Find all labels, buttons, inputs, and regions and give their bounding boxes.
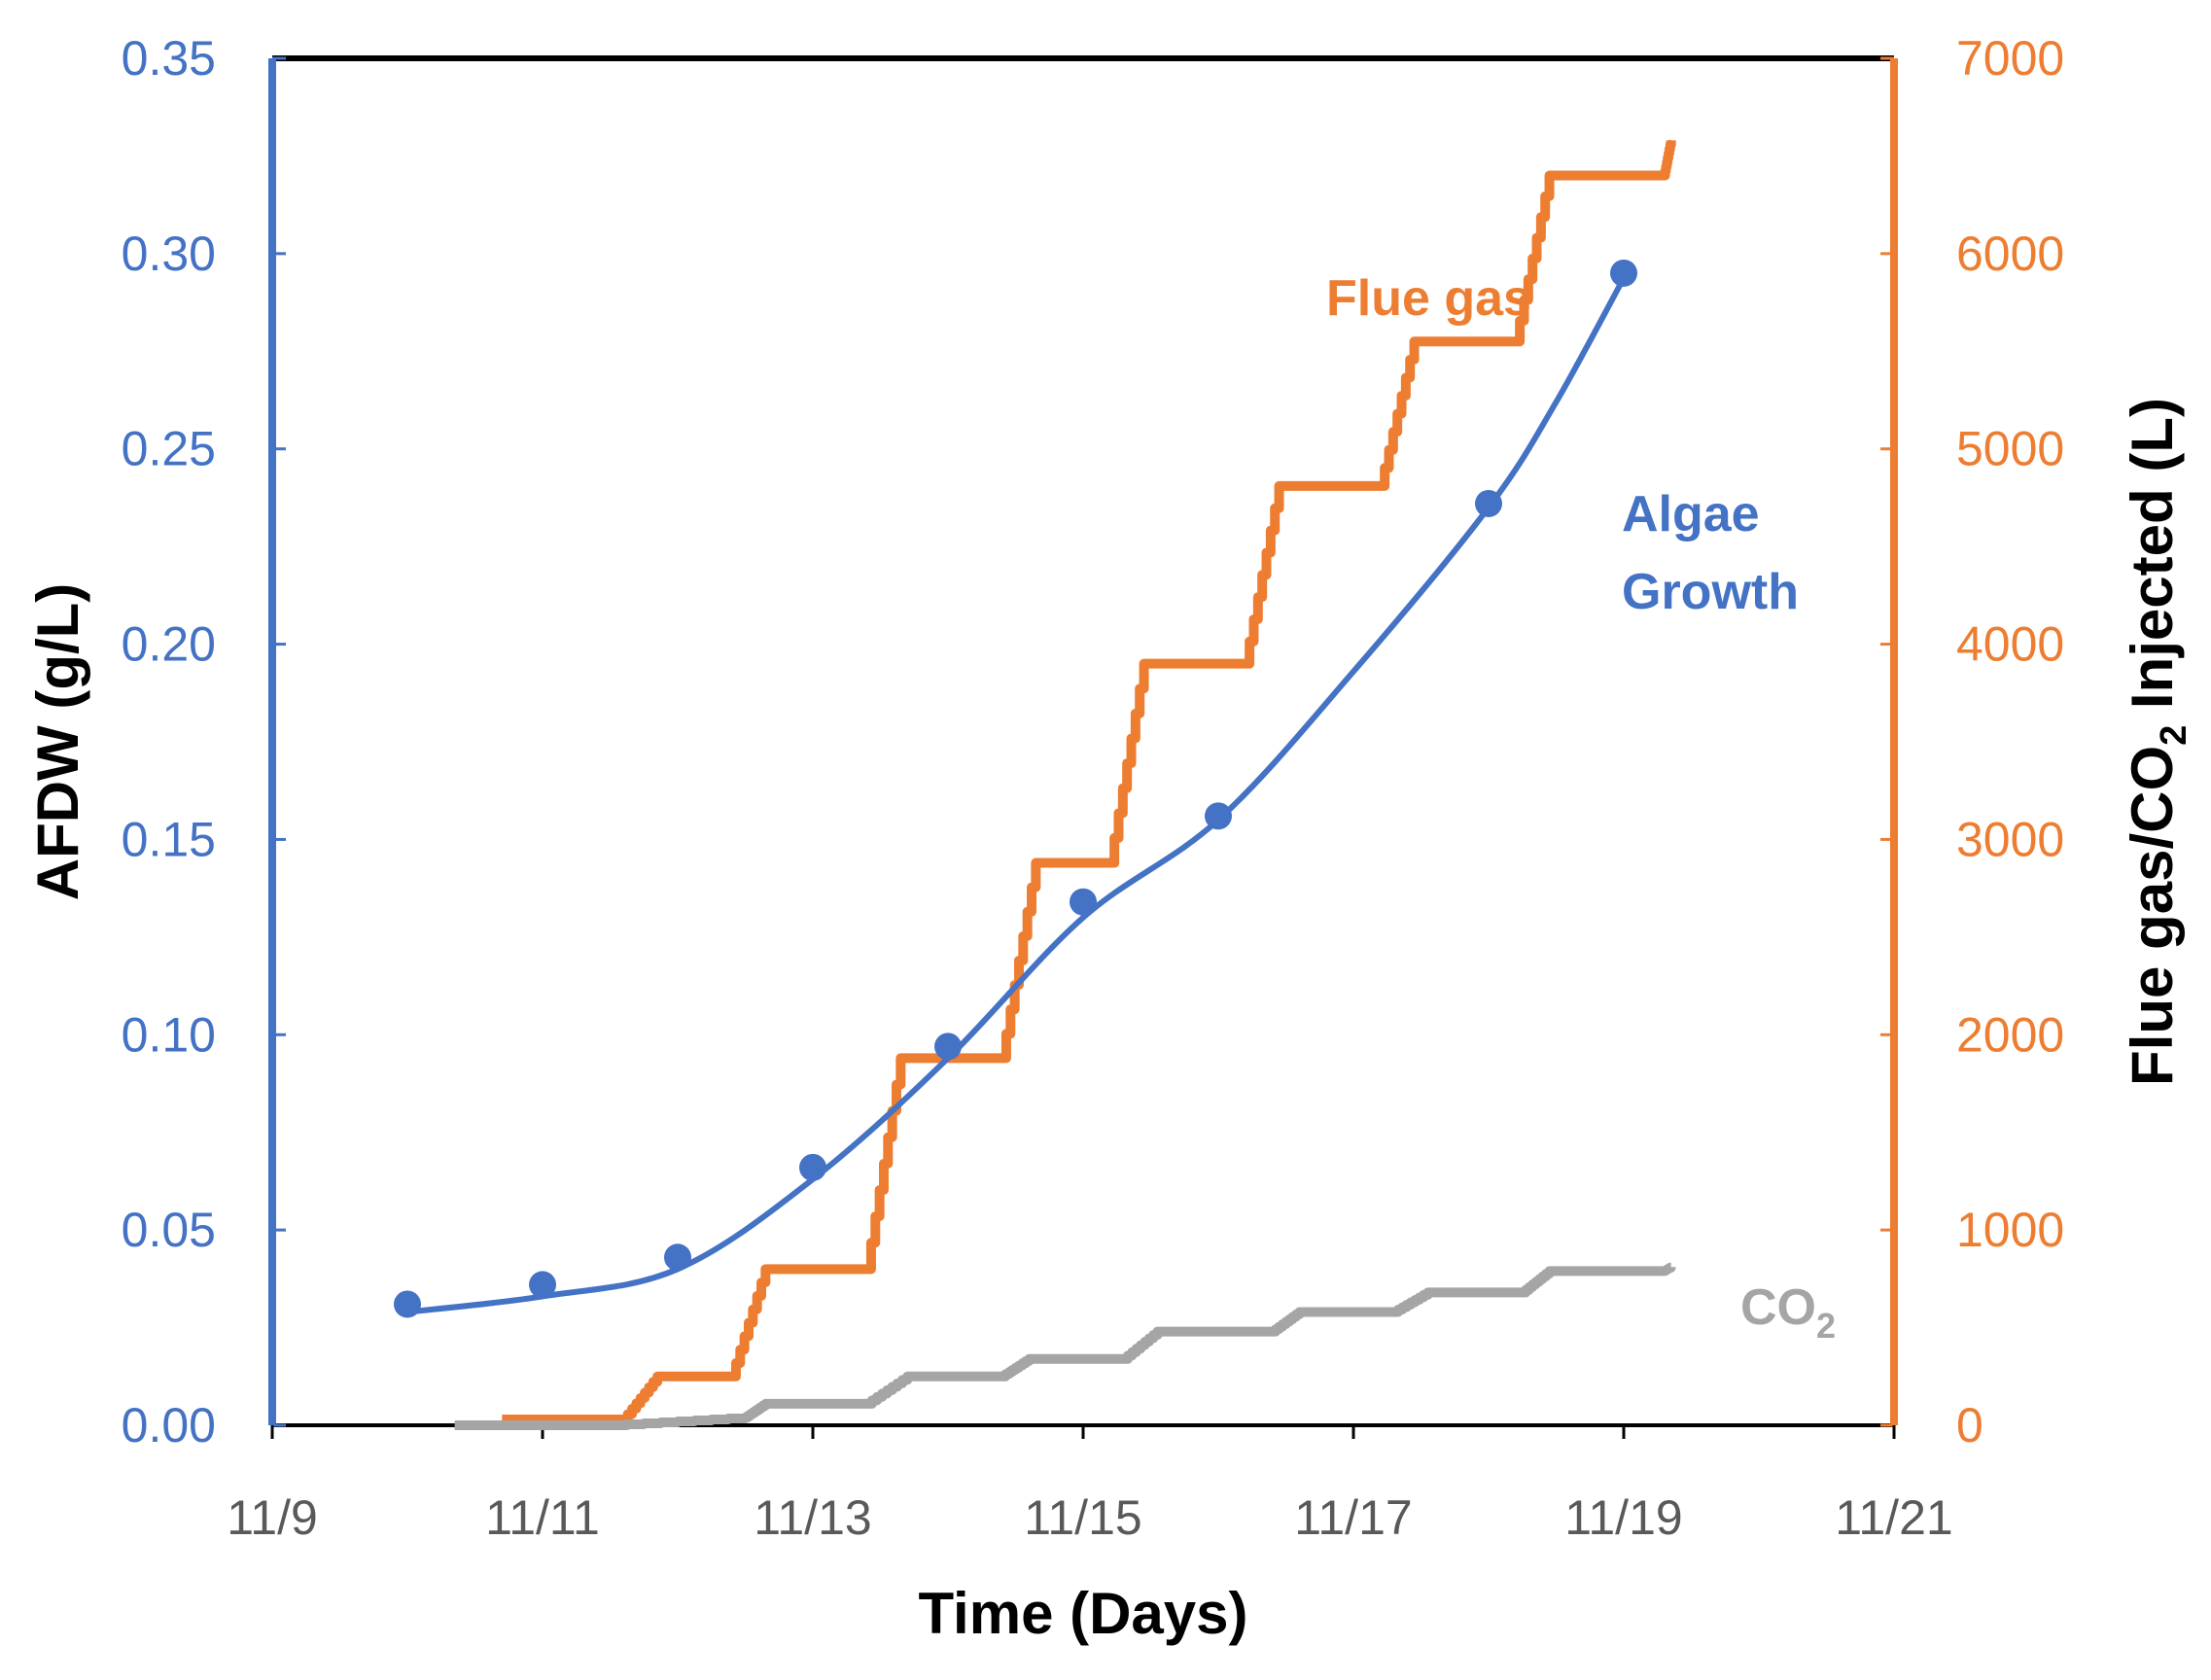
left-tick-label: 0.05: [122, 1203, 216, 1257]
algae-data-point: [1610, 259, 1637, 287]
algae-data-point: [664, 1243, 691, 1272]
left-tick-label: 0.00: [122, 1398, 216, 1452]
right-tick-label: 4000: [1956, 617, 2064, 672]
right-tick-label: 1000: [1956, 1203, 2064, 1257]
algae-fit-line: [406, 263, 1633, 1315]
left-tick-label: 0.35: [122, 31, 216, 86]
algae-label-line1: Algae: [1622, 486, 1760, 542]
x-tick-label: 11/11: [485, 1490, 600, 1545]
right-axis-title: Flue gas/CO2 Injected (L): [2120, 398, 2194, 1086]
co2-label-main: CO: [1740, 1279, 1816, 1336]
left-tick-label: 0.20: [122, 617, 216, 672]
x-tick-label: 11/15: [1024, 1490, 1141, 1545]
left-axis-ticks: 0.00 0.05 0.10 0.15 0.20 0.25 0.30 0.35: [122, 31, 286, 1452]
flue-gas-series-line: [502, 139, 1676, 1424]
algae-data-point: [394, 1290, 421, 1318]
right-tick-label: 6000: [1956, 227, 2064, 281]
right-axis-title-sub: 2: [2154, 725, 2194, 746]
left-tick-label: 0.10: [122, 1007, 216, 1062]
right-axis-title-prefix: Flue gas/CO: [2120, 746, 2185, 1086]
right-tick-label: 0: [1956, 1398, 1983, 1452]
co2-label-sub: 2: [1816, 1306, 1836, 1346]
series-layer: [394, 139, 1676, 1430]
x-tick-label: 11/19: [1564, 1490, 1682, 1545]
x-axis-ticks: 11/9 11/11 11/13 11/15 11/17 11/19 11/21: [227, 1425, 1953, 1545]
algae-data-point: [1070, 888, 1097, 916]
x-tick-label: 11/9: [227, 1490, 318, 1545]
right-tick-label: 3000: [1956, 812, 2064, 866]
x-tick-label: 11/21: [1835, 1490, 1952, 1545]
co2-label: CO2: [1740, 1279, 1836, 1346]
left-axis-title: AFDW (g/L): [25, 583, 90, 901]
right-axis-title-suffix: Injected (L): [2120, 398, 2185, 725]
co2-series-line: [454, 1262, 1676, 1430]
flue-gas-label: Flue gas: [1326, 270, 1531, 327]
x-tick-label: 11/13: [754, 1490, 871, 1545]
left-tick-label: 0.30: [122, 227, 216, 281]
x-axis-title: Time (Days): [918, 1581, 1247, 1646]
right-tick-label: 5000: [1956, 422, 2064, 476]
left-tick-label: 0.15: [122, 812, 216, 866]
algae-data-point: [529, 1271, 556, 1299]
algae-data-point: [799, 1153, 826, 1181]
algae-data-point: [1475, 489, 1502, 517]
right-tick-label: 7000: [1956, 31, 2064, 86]
algae-data-point: [934, 1032, 962, 1061]
right-axis-ticks: 0 1000 2000 3000 4000 5000 6000 7000: [1880, 31, 2064, 1452]
left-tick-label: 0.25: [122, 422, 216, 476]
algae-label-line2: Growth: [1622, 564, 1799, 620]
x-tick-label: 11/17: [1294, 1490, 1412, 1545]
right-tick-label: 2000: [1956, 1007, 2064, 1062]
algae-data-point: [1205, 802, 1232, 830]
